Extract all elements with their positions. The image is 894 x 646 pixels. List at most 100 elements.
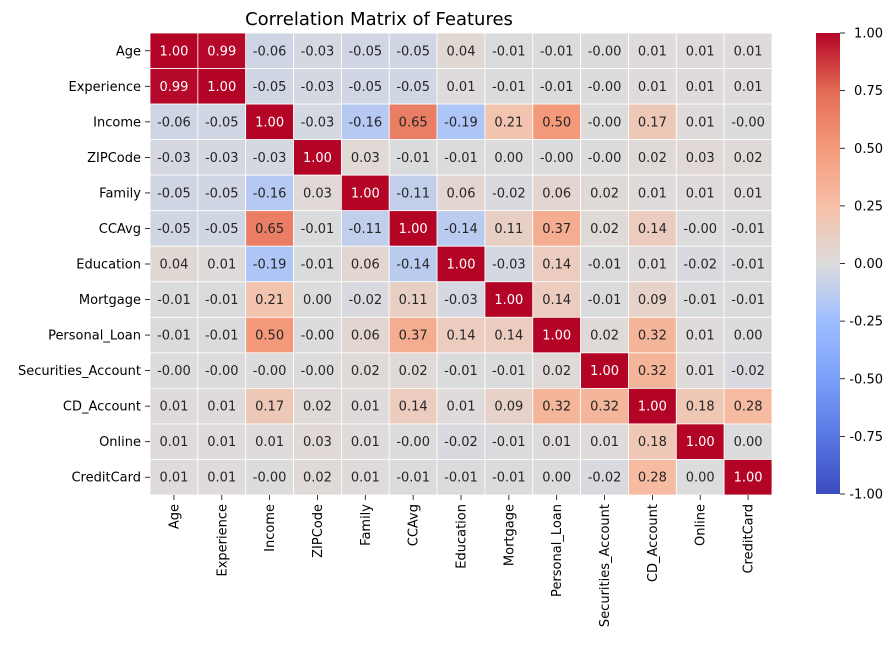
colorbar-tick-label: 0.25: [854, 199, 883, 214]
heatmap-cell-Personal_Loan-Personal_Loan: [532, 316, 582, 354]
heatmap-cell-value: -0.16: [253, 186, 287, 201]
heatmap-cell-value: 0.50: [255, 329, 284, 344]
heatmap-cell-CCAvg-Personal_Loan: [532, 210, 582, 247]
heatmap-cell-Mortgage-CD_Account: [628, 281, 677, 318]
heatmap-cell-value: 0.01: [638, 44, 667, 59]
heatmap-cell-value: -0.01: [588, 258, 622, 273]
heatmap-cell-Securities_Account-Securities_Account: [580, 352, 629, 389]
heatmap-cell-value: -0.02: [348, 293, 382, 308]
x-tick-label: Education: [455, 504, 470, 569]
heatmap-cell-value: 0.01: [638, 80, 667, 95]
heatmap-cell-value: 0.02: [399, 364, 428, 379]
heatmap-cell-value: 0.06: [542, 186, 571, 201]
x-tick-label: Mortgage: [502, 504, 517, 566]
heatmap-cell-value: -0.11: [348, 222, 382, 237]
heatmap-cell-value: -0.00: [540, 151, 574, 166]
heatmap-cell-Online-Online: [675, 423, 725, 460]
heatmap-cell-value: 0.01: [542, 435, 571, 450]
heatmap-cell-value: -0.01: [540, 80, 574, 95]
heatmap-cell-value: -0.05: [205, 115, 239, 130]
heatmap-cell-value: 0.02: [590, 329, 619, 344]
heatmap-cell-value: 0.01: [686, 329, 715, 344]
heatmap-cell-Experience-Mortgage: [484, 68, 534, 105]
heatmap-cell-value: 0.14: [399, 400, 428, 415]
heatmap-cell-value: -0.01: [205, 293, 239, 308]
heatmap-cell-Experience-CCAvg: [388, 68, 438, 105]
heatmap-cell-value: -0.01: [731, 258, 765, 273]
heatmap-cell-value: 0.02: [734, 151, 763, 166]
heatmap-cell-value: 0.01: [207, 258, 236, 273]
heatmap-cell-Age-Securities_Account: [580, 32, 629, 69]
heatmap-cell-Mortgage-Mortgage: [484, 281, 534, 318]
heatmap-cell-value: 0.32: [590, 400, 619, 415]
heatmap-cell-Education-Education: [436, 245, 486, 283]
y-tick-label: Family: [99, 186, 141, 201]
heatmap-cell-value: 0.14: [494, 329, 523, 344]
heatmap-cell-value: 0.01: [686, 186, 715, 201]
heatmap-cell-Mortgage-Education: [436, 281, 486, 318]
heatmap-cell-value: -0.00: [157, 364, 191, 379]
x-tick-label: Income: [263, 504, 278, 552]
heatmap-cell-Personal_Loan-Online: [675, 316, 725, 354]
heatmap-cell-value: -0.00: [588, 80, 622, 95]
y-tick-label: Age: [116, 44, 141, 59]
heatmap-cell-Personal_Loan-Mortgage: [484, 316, 534, 354]
heatmap-cell-value: 0.01: [447, 400, 476, 415]
heatmap-cell-value: -0.01: [540, 44, 574, 59]
heatmap-cell-CD_Account-Personal_Loan: [532, 387, 582, 425]
heatmap-cell-value: -0.03: [301, 44, 335, 59]
heatmap-cell-value: 0.01: [351, 471, 380, 486]
heatmap-cell-value: 0.02: [590, 222, 619, 237]
x-tick-label: CD_Account: [646, 504, 661, 582]
heatmap-cell-ZIPCode-CreditCard: [723, 139, 773, 176]
heatmap-cell-CreditCard-CCAvg: [388, 459, 438, 496]
heatmap-cell-Family-Income: [245, 174, 294, 212]
heatmap-cell-value: -0.03: [205, 151, 239, 166]
heatmap-cell-value: -0.02: [588, 471, 622, 486]
heatmap-cell-value: -0.00: [253, 471, 287, 486]
heatmap-cell-value: -0.01: [301, 222, 335, 237]
y-tick-label: Experience: [69, 80, 142, 95]
heatmap-cell-Age-CCAvg: [388, 32, 438, 69]
heatmap-cell-value: -0.16: [348, 115, 382, 130]
heatmap-cell-value: -0.14: [396, 258, 430, 273]
heatmap-cell-Securities_Account-Age: [149, 352, 199, 389]
heatmap-cell-Family-Education: [436, 174, 486, 212]
heatmap-cell-value: 0.02: [590, 186, 619, 201]
heatmap-cell-value: -0.01: [301, 258, 335, 273]
chart-title: Correlation Matrix of Features: [245, 9, 513, 30]
heatmap-cell-value: -0.01: [396, 471, 430, 486]
heatmap-cell-Online-Experience: [197, 423, 247, 460]
heatmap-cell-value: -0.05: [396, 44, 430, 59]
heatmap-cell-CCAvg-CD_Account: [628, 210, 677, 247]
heatmap-cell-Securities_Account-Online: [675, 352, 725, 389]
heatmap-cell-value: 0.03: [351, 151, 380, 166]
heatmap-cell-value: 1.00: [399, 222, 428, 237]
heatmap-cell-Securities_Account-CD_Account: [628, 352, 677, 389]
heatmap-cell-value: -0.02: [444, 435, 478, 450]
y-tick-label: CreditCard: [71, 471, 141, 486]
heatmap-cell-value: 0.01: [734, 80, 763, 95]
heatmap-cell-value: -0.01: [157, 329, 191, 344]
heatmap-cell-value: 0.21: [255, 293, 284, 308]
heatmap-cell-value: -0.01: [588, 293, 622, 308]
heatmap-cell-CD_Account-CreditCard: [723, 387, 773, 425]
heatmap-cell-Income-Experience: [197, 103, 247, 141]
heatmap-cell-Income-CD_Account: [628, 103, 677, 141]
heatmap-cell-CD_Account-ZIPCode: [293, 387, 342, 425]
heatmap-cell-value: 0.01: [255, 435, 284, 450]
heatmap-cell-Education-CreditCard: [723, 245, 773, 283]
heatmap-cell-value: -0.03: [444, 293, 478, 308]
heatmap-cell-value: -0.00: [731, 115, 765, 130]
colorbar: [816, 33, 840, 494]
heatmap-cell-value: -0.01: [492, 435, 526, 450]
heatmap-cell-Experience-Personal_Loan: [532, 68, 582, 105]
heatmap-cell-value: -0.05: [348, 80, 382, 95]
heatmap-cell-value: -0.02: [731, 364, 765, 379]
heatmap-cell-value: 0.01: [351, 435, 380, 450]
heatmap-cell-Personal_Loan-CCAvg: [388, 316, 438, 354]
heatmap-cell-value: -0.06: [157, 115, 191, 130]
heatmap-cell-value: 0.37: [542, 222, 571, 237]
heatmap-cell-CCAvg-Mortgage: [484, 210, 534, 247]
heatmap-cell-Securities_Account-Education: [436, 352, 486, 389]
